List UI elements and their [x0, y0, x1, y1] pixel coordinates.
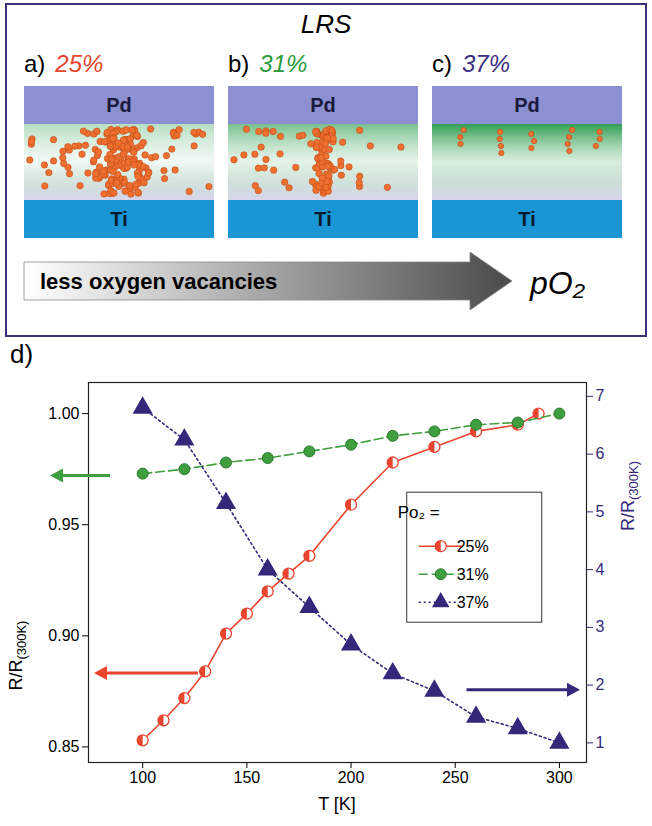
svg-text:R/R(300K): R/R(300K) — [618, 461, 641, 531]
svg-text:0.95: 0.95 — [48, 516, 79, 533]
svg-text:Pd: Pd — [310, 94, 336, 116]
svg-text:0.85: 0.85 — [48, 738, 79, 755]
svg-text:Ti: Ti — [518, 208, 535, 230]
svg-text:4: 4 — [596, 561, 605, 578]
svg-text:2: 2 — [596, 676, 605, 693]
svg-text:Ti: Ti — [110, 208, 127, 230]
svg-text:Ti: Ti — [314, 208, 331, 230]
svg-text:Po₂ =: Po₂ = — [398, 503, 440, 522]
svg-text:31%: 31% — [457, 566, 489, 583]
svg-text:25%: 25% — [457, 538, 489, 555]
svg-text:5: 5 — [596, 503, 605, 520]
svg-text:less oxygen vacancies: less oxygen vacancies — [40, 269, 277, 294]
svg-text:250: 250 — [442, 769, 469, 786]
svg-text:200: 200 — [338, 769, 365, 786]
svg-text:0.90: 0.90 — [48, 627, 79, 644]
html-text:d): d) — [10, 339, 34, 369]
svg-text:c)37%: c)37% — [432, 50, 510, 77]
svg-text:7: 7 — [596, 387, 605, 404]
svg-text:T [K]: T [K] — [318, 794, 356, 814]
svg-text:37%: 37% — [457, 594, 489, 611]
svg-text:300: 300 — [546, 769, 573, 786]
svg-text:Pd: Pd — [514, 94, 540, 116]
svg-text:R/R(300K): R/R(300K) — [6, 621, 29, 691]
svg-text:6: 6 — [596, 445, 605, 462]
svg-text:1.00: 1.00 — [48, 405, 79, 422]
svg-text:150: 150 — [234, 769, 261, 786]
svg-text:Pd: Pd — [106, 94, 132, 116]
svg-text:100: 100 — [129, 769, 156, 786]
svg-text:pO₂: pO₂ — [529, 265, 585, 301]
svg-text:LRS: LRS — [301, 9, 352, 39]
svg-text:a)25%: a)25% — [24, 50, 103, 77]
svg-text:1: 1 — [596, 734, 605, 751]
svg-text:b)31%: b)31% — [228, 50, 307, 77]
svg-text:3: 3 — [596, 618, 605, 635]
